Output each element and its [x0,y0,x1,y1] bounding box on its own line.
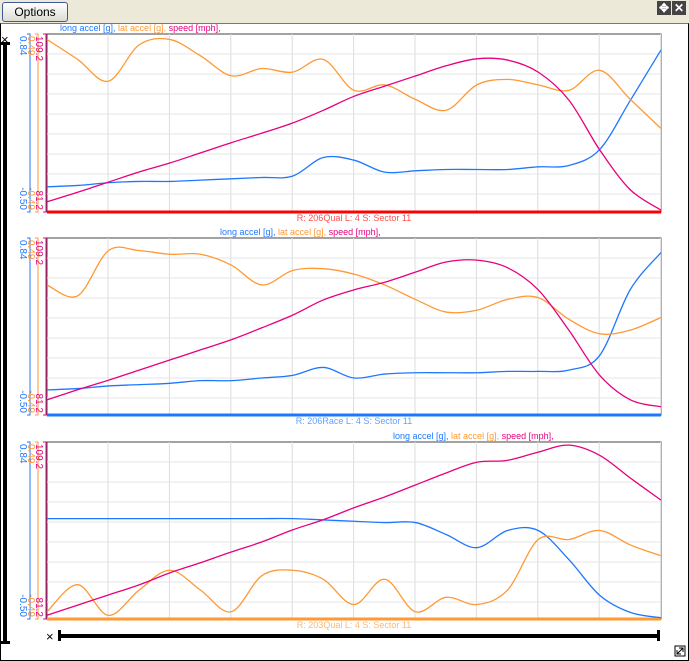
series-lat-accel-line [46,529,662,617]
long-axis-min: -0.50 [17,594,28,617]
move-icon[interactable]: ✥ [657,1,671,15]
series-speed-line [46,259,662,408]
series-speed-line [46,57,662,211]
speed-axis [43,237,47,416]
reset-x-zoom-icon[interactable]: × [46,629,54,644]
horizontal-zoom-scrollbar[interactable] [58,630,660,641]
speed-axis-min: 81.2 [33,191,44,211]
long-axis-max: 0.84 [17,240,28,260]
long-axis-max: 0.84 [17,444,28,464]
lat-axis-max: 0.49 [25,36,36,56]
panel-title: R: 203Qual L: 4 S: Sector 11 [297,620,411,630]
legend-long: long accel [g], [220,227,278,237]
series-speed-line [46,444,662,616]
lat-axis-min: -0.49 [25,187,36,210]
close-icon[interactable]: ✕ [672,1,686,15]
reset-zoom-icon[interactable]: × [1,32,9,47]
panel-title: R: 206Qual L: 4 S: Sector 11 [297,213,411,223]
lat-axis-max: 0.49 [25,444,36,464]
long-axis [27,33,31,213]
lat-axis-min: -0.49 [25,594,36,617]
legend-speed: speed [mph], [169,23,221,33]
legend-long: long accel [g], [393,431,451,441]
long-axis-max: 0.84 [17,36,28,56]
legend-speed: speed [mph], [329,227,381,237]
legend-lat: lat accel [g], [118,23,169,33]
speed-axis-min: 81.2 [33,394,44,414]
legend-lat: lat accel [g], [278,227,329,237]
long-axis-min: -0.50 [17,390,28,413]
chart-panel-3: long accel [g], lat accel [g], speed [mp… [17,431,662,630]
series-lat-accel-line [46,246,662,335]
long-axis-min: -0.50 [17,187,28,210]
speed-axis-max: 109.2 [33,444,44,469]
long-axis [27,441,31,620]
chart-panel-2: long accel [g], lat accel [g], speed [mp… [17,227,662,426]
speed-axis-min: 81.2 [33,598,44,618]
lat-axis-min: -0.49 [25,390,36,413]
lat-axis [35,33,39,213]
series-long-accel-line [47,517,662,619]
resize-arrow-icon [676,647,684,655]
chart-panel-1: long accel [g], lat accel [g], speed [mp… [17,23,662,223]
panel-title: R: 206Race L: 4 S: Sector 11 [296,416,412,426]
legend: long accel [g], lat accel [g], speed [mp… [60,23,221,33]
legend: long accel [g], lat accel [g], speed [mp… [220,227,381,237]
speed-axis [43,441,47,620]
options-button[interactable]: Options [2,2,68,22]
series-long-accel-line [46,49,662,188]
toolbar: Options ✥ ✕ [0,0,689,23]
lat-axis [35,441,39,620]
legend-lat: lat accel [g], [451,431,502,441]
series-long-accel-line [46,252,662,391]
lat-axis [35,237,39,416]
speed-axis-max: 109.2 [33,36,44,61]
lat-axis-max: 0.49 [25,240,36,260]
speed-axis [43,33,47,213]
speed-axis-max: 109.2 [33,240,44,265]
vertical-zoom-scrollbar[interactable] [0,42,10,644]
long-axis [27,237,31,416]
legend: long accel [g], lat accel [g], speed [mp… [393,431,554,441]
legend-long: long accel [g], [60,23,118,33]
legend-speed: speed [mph], [502,431,554,441]
